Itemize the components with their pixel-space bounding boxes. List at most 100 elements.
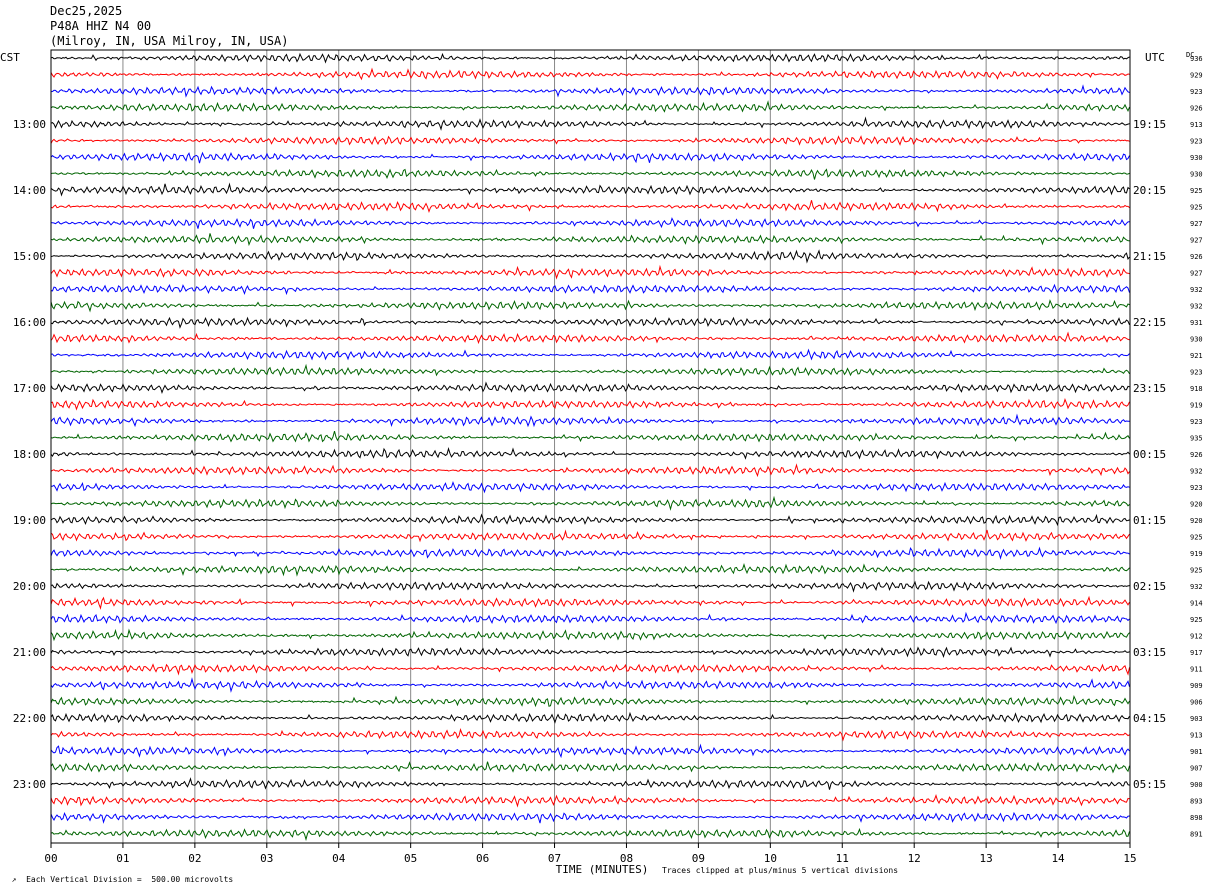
scale-icon: ↗ bbox=[11, 875, 17, 884]
dc-offset-label: 926 bbox=[1190, 105, 1203, 113]
dc-offset-label: 914 bbox=[1190, 600, 1203, 608]
dc-offset-label: 913 bbox=[1190, 121, 1203, 129]
trace-line bbox=[50, 495, 1130, 511]
trace-line bbox=[50, 562, 1130, 577]
trace-line bbox=[50, 168, 1130, 180]
dc-offset-label: 936 bbox=[1190, 55, 1203, 63]
cst-hour-label: 18:00 bbox=[13, 448, 46, 461]
trace-line bbox=[50, 430, 1130, 443]
trace-line bbox=[50, 761, 1130, 774]
trace-line bbox=[50, 200, 1130, 214]
x-tick-label: 11 bbox=[836, 852, 849, 865]
dc-column-label: DC bbox=[1186, 51, 1194, 59]
trace-line bbox=[50, 827, 1130, 842]
trace-line bbox=[50, 299, 1130, 313]
trace-line bbox=[50, 728, 1130, 742]
cst-hour-label: 13:00 bbox=[13, 118, 46, 131]
dc-offset-label: 913 bbox=[1190, 732, 1203, 740]
dc-offset-label: 925 bbox=[1190, 204, 1203, 212]
seismic-traces bbox=[50, 52, 1130, 842]
station-location: (Milroy, IN, USA Milroy, IN, USA) bbox=[50, 34, 289, 48]
trace-line bbox=[50, 580, 1130, 593]
utc-hour-label: 05:15 bbox=[1133, 778, 1166, 791]
cst-hour-label: 23:00 bbox=[13, 778, 46, 791]
dc-offset-label: 930 bbox=[1190, 336, 1203, 344]
trace-line bbox=[50, 811, 1130, 824]
plot-frame bbox=[50, 49, 1131, 844]
dc-offset-label: 907 bbox=[1190, 765, 1203, 773]
trace-line bbox=[51, 481, 1130, 494]
dc-offset-label: 932 bbox=[1190, 468, 1203, 476]
cst-axis-label: CST bbox=[0, 51, 20, 64]
trace-line bbox=[50, 233, 1130, 247]
dc-offset-label: 920 bbox=[1190, 501, 1203, 509]
trace-line bbox=[50, 84, 1130, 98]
trace-line bbox=[50, 628, 1130, 642]
trace-line bbox=[50, 316, 1130, 329]
trace-line bbox=[50, 100, 1130, 113]
trace-line bbox=[50, 397, 1130, 411]
clip-note: Traces clipped at plus/minus 5 vertical … bbox=[662, 866, 899, 875]
trace-line bbox=[50, 283, 1130, 296]
dc-offset-label: 923 bbox=[1190, 369, 1203, 377]
utc-hour-label: 22:15 bbox=[1133, 316, 1166, 329]
utc-hour-label: 00:15 bbox=[1133, 448, 1166, 461]
dc-offset-label: 932 bbox=[1190, 286, 1203, 294]
dc-offset-label: 921 bbox=[1190, 352, 1203, 360]
dc-offset-label: 901 bbox=[1190, 748, 1203, 756]
utc-hour-label: 03:15 bbox=[1133, 646, 1166, 659]
dc-offset-label: 923 bbox=[1190, 418, 1203, 426]
trace-line bbox=[50, 794, 1130, 808]
utc-hour-label: 02:15 bbox=[1133, 580, 1166, 593]
utc-hour-label: 23:15 bbox=[1133, 382, 1166, 395]
cst-hour-label: 17:00 bbox=[13, 382, 46, 395]
trace-line bbox=[50, 381, 1130, 395]
x-tick-label: 14 bbox=[1051, 852, 1065, 865]
cst-hour-label: 19:00 bbox=[13, 514, 46, 527]
trace-line bbox=[50, 413, 1130, 428]
utc-hour-label: 19:15 bbox=[1133, 118, 1166, 131]
x-tick-label: 10 bbox=[764, 852, 777, 865]
x-tick-label: 04 bbox=[332, 852, 346, 865]
trace-line bbox=[50, 711, 1130, 724]
trace-line bbox=[50, 513, 1130, 527]
trace-line bbox=[50, 182, 1130, 197]
x-tick-label: 07 bbox=[548, 852, 561, 865]
scale-note: ↗ Each Vertical Division = 500.00 microv… bbox=[2, 866, 234, 884]
trace-line bbox=[50, 663, 1130, 676]
x-tick-label: 13 bbox=[980, 852, 993, 865]
trace-line bbox=[50, 348, 1130, 361]
dc-offset-label: 935 bbox=[1190, 435, 1203, 443]
trace-line bbox=[50, 463, 1130, 478]
dc-offset-label: 906 bbox=[1190, 699, 1203, 707]
x-tick-label: 02 bbox=[188, 852, 201, 865]
trace-line bbox=[50, 595, 1130, 610]
dc-offset-label: 919 bbox=[1190, 402, 1203, 410]
trace-line bbox=[50, 217, 1130, 229]
trace-line bbox=[50, 529, 1130, 543]
utc-hour-label: 21:15 bbox=[1133, 250, 1166, 263]
dc-offset-label: 926 bbox=[1190, 451, 1203, 459]
plot-date: Dec25,2025 bbox=[50, 4, 123, 18]
cst-hour-label: 16:00 bbox=[13, 316, 46, 329]
dc-offset-label: 927 bbox=[1190, 237, 1203, 245]
dc-offset-label: 930 bbox=[1190, 154, 1203, 162]
dc-offset-label: 932 bbox=[1190, 583, 1203, 591]
dc-offset-label: 918 bbox=[1190, 385, 1203, 393]
x-tick-label: 08 bbox=[620, 852, 633, 865]
dc-offset-label: 900 bbox=[1190, 781, 1203, 789]
scale-note-text: Each Vertical Division = 500.00 microvol… bbox=[26, 875, 234, 884]
trace-line bbox=[50, 135, 1130, 146]
trace-line bbox=[50, 694, 1130, 708]
trace-line bbox=[50, 677, 1130, 693]
cst-hour-label: 14:00 bbox=[13, 184, 46, 197]
x-tick-label: 01 bbox=[116, 852, 129, 865]
dc-offset-label: 926 bbox=[1190, 253, 1203, 261]
x-axis-title: TIME (MINUTES) bbox=[556, 863, 649, 876]
dc-offset-label: 893 bbox=[1190, 798, 1203, 806]
dc-offset-label: 923 bbox=[1190, 88, 1203, 96]
utc-hour-label: 01:15 bbox=[1133, 514, 1166, 527]
trace-line bbox=[50, 151, 1130, 164]
x-tick-label: 03 bbox=[260, 852, 273, 865]
